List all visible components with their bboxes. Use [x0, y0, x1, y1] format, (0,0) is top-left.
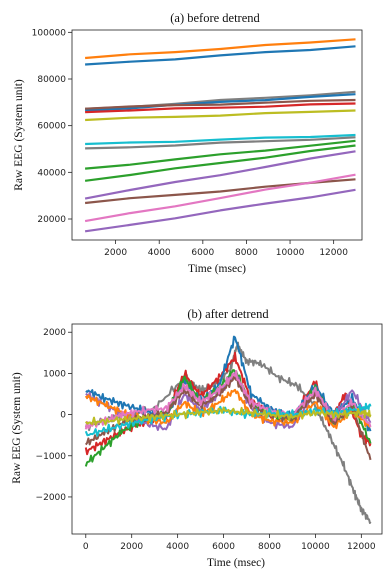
- chart-b-xlabel: Time (msec): [207, 557, 265, 569]
- chart-b: (b) after detrend 0 2000 4000 6000 8000 10000…: [11, 307, 383, 569]
- chart-a: (a) before detrend 2000 4000 6000 8000 10000…: [13, 11, 363, 275]
- chart-a-xtick-label: 10000: [276, 248, 305, 258]
- chart-a-yticks: 20000 40000 60000 80000 100000: [32, 28, 72, 225]
- chart-b-yticks: −2000 −1000 0 1000 2000: [36, 328, 72, 503]
- chart-a-series-line: [84, 188, 356, 233]
- chart-b-ytick-label: −2000: [36, 493, 67, 503]
- chart-b-xtick-label: 12000: [347, 542, 376, 552]
- chart-a-xtick-label: 6000: [191, 248, 214, 258]
- chart-a-ylabel: Raw EEG (System unit): [13, 79, 25, 191]
- chart-a-series-line: [85, 139, 356, 170]
- chart-b-title: (b) after detrend: [187, 307, 269, 321]
- chart-b-series-line: [85, 406, 372, 426]
- chart-a-ytick-label: 40000: [37, 168, 66, 178]
- chart-a-ytick-label: 20000: [37, 215, 66, 225]
- chart-a-series-line: [85, 102, 356, 114]
- chart-a-series: [84, 38, 356, 233]
- chart-a-series-line: [85, 109, 356, 122]
- chart-a-series-line: [85, 38, 356, 60]
- chart-a-xlabel: Time (msec): [188, 263, 246, 275]
- chart-a-series-line: [85, 133, 356, 146]
- chart-a-xtick-label: 8000: [235, 248, 258, 258]
- chart-a-series-line: [85, 45, 356, 66]
- chart-b-ylabel: Raw EEG (System unit): [11, 372, 23, 484]
- chart-a-series-line: [84, 150, 356, 200]
- chart-b-ytick-label: −1000: [36, 452, 67, 462]
- chart-b-xtick-label: 6000: [212, 542, 235, 552]
- chart-b-series-line: [85, 335, 372, 432]
- chart-a-xticks: 2000 4000 6000 8000 10000 12000: [104, 240, 348, 258]
- chart-a-series-line: [84, 144, 356, 182]
- chart-b-xticks: 0 2000 4000 6000 8000 10000 12000: [83, 534, 376, 552]
- chart-b-series: [84, 335, 372, 524]
- chart-a-series-line: [85, 136, 356, 150]
- chart-b-series-line: [84, 341, 372, 524]
- chart-a-ytick-label: 80000: [37, 75, 66, 85]
- chart-a-series-line: [85, 93, 356, 112]
- chart-b-ytick-label: 2000: [43, 328, 66, 338]
- chart-a-xtick-label: 4000: [148, 248, 171, 258]
- chart-a-series-line: [85, 98, 356, 110]
- chart-a-ytick-label: 100000: [32, 28, 67, 38]
- chart-b-series-line: [84, 370, 372, 430]
- chart-a-xtick-label: 12000: [319, 248, 348, 258]
- chart-a-ytick-label: 60000: [37, 122, 66, 132]
- chart-b-frame: [71, 323, 383, 535]
- chart-a-frame: [71, 29, 363, 241]
- chart-a-series-line: [84, 173, 356, 223]
- chart-b-xtick-label: 4000: [166, 542, 189, 552]
- chart-b-xtick-label: 0: [83, 542, 89, 552]
- chart-a-title: (a) before detrend: [170, 11, 260, 25]
- chart-b-xtick-label: 8000: [258, 542, 281, 552]
- chart-a-xtick-label: 2000: [104, 248, 127, 258]
- chart-b-xtick-label: 2000: [120, 542, 143, 552]
- chart-b-xtick-label: 10000: [301, 542, 330, 552]
- chart-b-ytick-label: 0: [60, 411, 66, 421]
- chart-b-ytick-label: 1000: [43, 369, 66, 379]
